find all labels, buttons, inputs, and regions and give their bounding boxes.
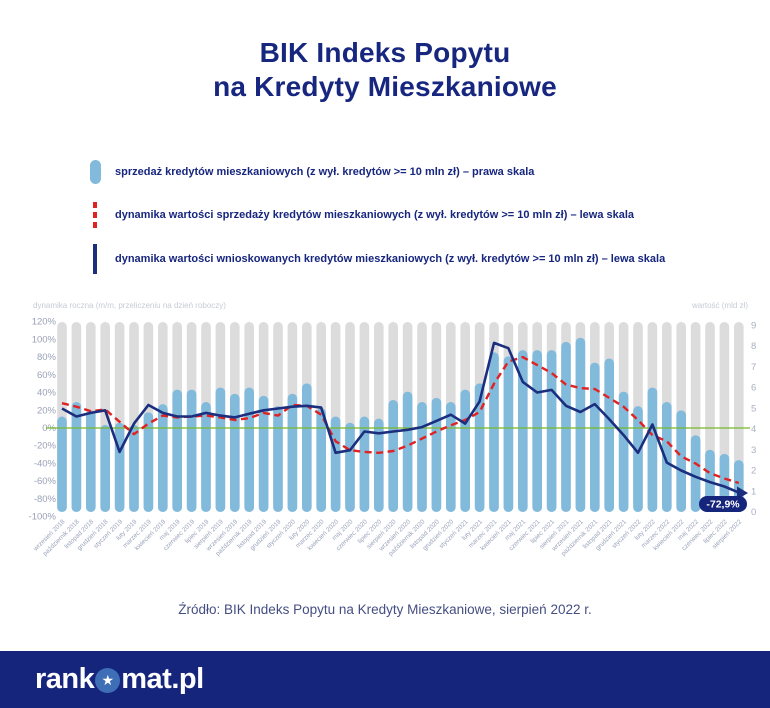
bar-sales <box>590 362 600 512</box>
bar-sales <box>71 402 82 512</box>
bar-sales <box>273 406 283 512</box>
right-axis-tick: 0 <box>751 507 756 518</box>
bar-sales <box>287 393 298 512</box>
logo-text-suffix: mat.pl <box>121 663 204 695</box>
title-line-1: BIK Indeks Popytu <box>259 37 511 68</box>
right-axis-tick: 2 <box>751 466 756 477</box>
applications-dynamics-line <box>61 341 740 494</box>
bar-sales <box>359 416 370 512</box>
left-axis-tick: 100% <box>32 334 57 345</box>
bar-sales <box>302 383 312 512</box>
rankomat-logo: rank ★ mat.pl <box>35 663 204 696</box>
left-axis-tick: -40% <box>34 458 57 469</box>
right-axis-tick: 7 <box>751 362 756 373</box>
bar-sales <box>417 402 427 512</box>
bar-sales <box>690 435 701 512</box>
bar-sales <box>633 406 643 512</box>
bar-sales <box>618 391 629 512</box>
bar-sales <box>460 389 470 512</box>
bar-sales <box>561 341 571 512</box>
logo-text-prefix: rank <box>35 663 95 695</box>
value-badge-label: -72,9% <box>706 499 740 511</box>
bar-sales <box>100 424 110 512</box>
bar-sales <box>244 387 254 512</box>
bar-sales <box>489 352 499 512</box>
value-badge <box>699 496 747 512</box>
left-axis-tick: 40% <box>37 388 57 399</box>
demand-index-chart-svg: dynamika roczna (m/m, przeliczeniu na dz… <box>29 301 757 558</box>
right-axis-tick: 8 <box>751 341 756 352</box>
right-axis-tick: 1 <box>751 486 756 497</box>
navy-solid-line-legend-icon <box>93 244 97 274</box>
bar-sales <box>86 410 96 512</box>
left-axis-tick: -60% <box>34 476 57 487</box>
legend-label-applications-dynamics: dynamika wartości wnioskowanych kredytów… <box>115 253 666 265</box>
bar-sales <box>345 422 355 512</box>
bar-sales <box>402 391 413 512</box>
left-axis-tick: 80% <box>37 352 57 363</box>
page-title: BIK Indeks Popytu na Kredyty Mieszkaniow… <box>0 36 770 104</box>
bar-sales <box>676 410 686 512</box>
left-axis-tick: 20% <box>37 405 57 416</box>
right-axis-tick: 6 <box>751 383 756 394</box>
right-axis-tick: 5 <box>751 403 756 414</box>
bar-sales <box>172 389 182 512</box>
right-axis-tick: 3 <box>751 445 756 456</box>
bar-sales <box>532 350 542 512</box>
bar-sales <box>604 358 614 512</box>
brand-footer-bar: rank ★ mat.pl <box>0 651 770 708</box>
legend-item-sales-bars: sprzedaż kredytów mieszkaniowych (z wył.… <box>88 158 665 186</box>
bar-sales <box>114 422 125 512</box>
bar-sales <box>431 397 442 512</box>
red-dashed-line-legend-icon <box>93 202 97 228</box>
title-line-2: na Kredyty Mieszkaniowe <box>213 71 557 103</box>
left-axis-tick: 60% <box>37 370 57 381</box>
bar-sales <box>503 356 514 512</box>
chart-legend: sprzedaż kredytów mieszkaniowych (z wył.… <box>88 158 665 289</box>
bar-sales <box>158 404 168 512</box>
bar-sales <box>215 387 226 512</box>
bar-sales <box>374 418 384 512</box>
bar-sales <box>57 416 67 512</box>
left-axis-tick: -20% <box>34 441 57 452</box>
right-axis-caption: wartość (mld zł) <box>691 301 748 310</box>
legend-label-sales-dynamics: dynamika wartości sprzedaży kredytów mie… <box>115 209 635 221</box>
left-axis-tick: -80% <box>34 494 57 505</box>
blue-bar-legend-icon <box>89 160 101 184</box>
right-axis-tick: 4 <box>751 424 756 435</box>
bar-sales <box>575 337 586 512</box>
bar-sales <box>518 350 528 512</box>
left-axis-caption: dynamika roczna (m/m, przeliczeniu na dz… <box>33 301 226 310</box>
star-icon: ★ <box>95 668 121 693</box>
right-axis-tick: 9 <box>751 320 756 331</box>
bar-sales <box>647 387 658 512</box>
legend-item-sales-dynamics: dynamika wartości sprzedaży kredytów mie… <box>88 201 665 229</box>
bar-sales <box>186 389 197 512</box>
bar-sales <box>316 408 326 512</box>
bar-sales <box>662 402 672 512</box>
bar-sales <box>201 402 211 512</box>
left-axis-tick: -100% <box>29 512 57 523</box>
bar-sales <box>446 402 456 512</box>
left-axis-tick: 120% <box>32 317 57 328</box>
bar-sales <box>258 395 269 512</box>
bar-sales <box>143 412 154 512</box>
bar-sales <box>129 424 139 512</box>
bar-sales <box>388 399 398 512</box>
legend-item-applications-dynamics: dynamika wartości wnioskowanych kredytów… <box>88 244 665 274</box>
bar-sales <box>230 393 240 512</box>
bar-sales <box>330 416 341 512</box>
demand-index-chart: dynamika roczna (m/m, przeliczeniu na dz… <box>0 295 770 590</box>
bar-sales <box>474 383 485 512</box>
source-note: Źródło: BIK Indeks Popytu na Kredyty Mie… <box>178 602 592 617</box>
legend-label-sales-bars: sprzedaż kredytów mieszkaniowych (z wył.… <box>115 166 535 178</box>
